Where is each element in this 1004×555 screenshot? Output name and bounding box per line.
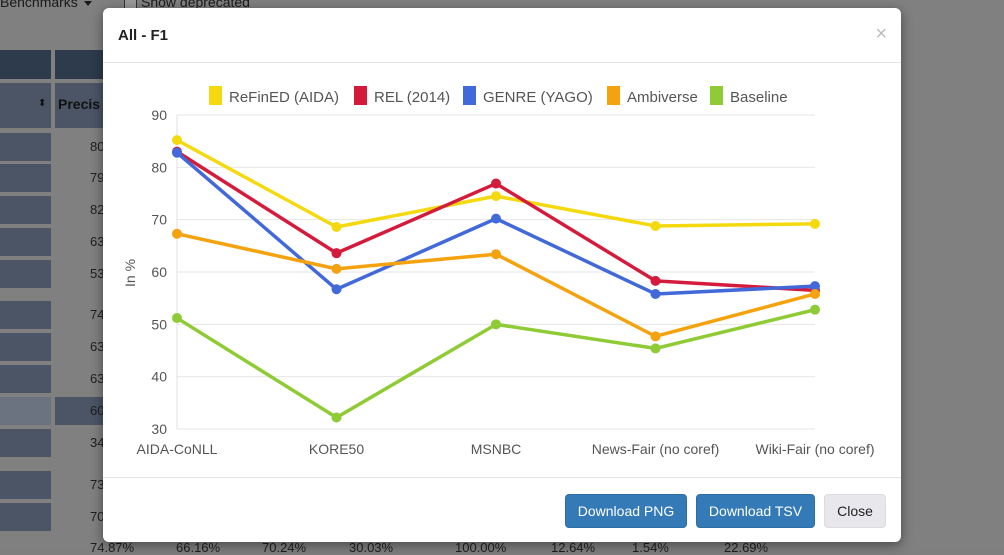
table-cell-value: 74.87%: [90, 540, 135, 555]
table-header-cell: [0, 50, 51, 79]
table-row-cell: [0, 429, 51, 457]
y-tick-label: 40: [151, 369, 167, 385]
table-cell-value: 1.54%: [632, 540, 669, 555]
download-tsv-button[interactable]: Download TSV: [696, 494, 815, 528]
y-tick-label: 60: [151, 264, 167, 280]
y-tick-label: 50: [151, 316, 167, 332]
table-cell-value: 100.00%: [455, 540, 507, 555]
data-point: [172, 313, 182, 324]
table-row-cell: [0, 333, 51, 361]
data-point: [810, 288, 820, 299]
table-row-cell: [0, 365, 51, 393]
data-point: [491, 249, 501, 260]
modal-body: 30 40 50 60 70 80 90 AIDA-CoNLL KORE50 MSNBC News-…: [103, 63, 901, 477]
modal-footer: Download PNG Download TSV Close: [103, 477, 901, 542]
data-point: [331, 248, 342, 259]
precision-column-header: Precis: [58, 96, 101, 112]
data-point: [491, 319, 501, 330]
x-tick-label: MSNBC: [471, 441, 522, 457]
data-point: [491, 213, 501, 224]
table-cell-value: 70: [90, 509, 105, 524]
data-point: [172, 135, 182, 146]
data-point: [650, 288, 661, 299]
table-cell-value: 73: [90, 477, 105, 492]
table-header-cell[interactable]: [55, 83, 103, 128]
data-point: [331, 263, 342, 274]
download-png-button[interactable]: Download PNG: [565, 494, 687, 528]
data-point: [650, 331, 661, 342]
chevron-down-icon: [83, 0, 92, 6]
benchmarks-dropdown-label: Benchmarks: [0, 0, 78, 10]
modal-header: All - F1 ×: [103, 8, 901, 63]
table-cell-value: 12.64%: [551, 540, 596, 555]
data-point: [810, 304, 820, 315]
data-point: [491, 178, 501, 189]
legend-swatch: [607, 86, 620, 105]
table-cell-value: 34: [90, 435, 105, 450]
legend-swatch: [710, 86, 723, 105]
legend-entry: REL (2014): [374, 89, 450, 106]
table-row-cell: [0, 503, 51, 531]
chart-modal: All - F1 × 30 40 50 60 70 80 90 AIDA-CoNLL KORE5…: [103, 8, 901, 542]
data-point: [172, 228, 182, 239]
sort-icon[interactable]: ⬍: [38, 98, 47, 109]
table-cell-value: 53: [90, 266, 105, 281]
show-deprecated-label: Show deprecated: [141, 0, 250, 10]
x-tick-label: AIDA-CoNLL: [137, 441, 218, 457]
table-cell-value: 63: [90, 234, 105, 249]
table-row-cell: [0, 196, 51, 224]
legend-entry: Ambiverse: [627, 89, 698, 106]
table-cell-value: 79: [90, 170, 105, 185]
table-cell-value: 82: [90, 202, 105, 217]
data-point: [810, 281, 820, 292]
table-cell-value: 22.69%: [724, 540, 769, 555]
table-cell-value: 80: [90, 139, 105, 154]
modal-title: All - F1: [118, 27, 169, 44]
data-point: [172, 147, 182, 158]
table-row-cell: [0, 471, 51, 499]
legend-entry: GENRE (YAGO): [483, 89, 593, 106]
table-cell-value: 74: [90, 307, 105, 322]
table-header-cell: [55, 50, 103, 79]
y-axis-label: In %: [122, 259, 138, 287]
data-point: [331, 221, 342, 232]
table-row-cell: [0, 133, 51, 161]
legend-swatch: [354, 86, 367, 105]
table-row-cell: [0, 260, 51, 288]
data-point: [650, 275, 661, 286]
legend-entry: ReFinED (AIDA): [229, 89, 339, 106]
y-tick-label: 90: [151, 107, 167, 123]
table-row-cell: [0, 228, 51, 256]
table-cell-value: 30.03%: [349, 540, 394, 555]
table-cell-value: 70.24%: [262, 540, 307, 555]
table-cell-value: 60: [90, 403, 105, 418]
table-cell-value: 63: [90, 339, 105, 354]
y-tick-label: 30: [151, 421, 167, 437]
table-cell-value: 63: [90, 371, 105, 386]
table-cell-value: 66.16%: [176, 540, 221, 555]
data-point: [650, 220, 661, 231]
close-button[interactable]: Close: [824, 494, 886, 528]
line-chart: 30 40 50 60 70 80 90 AIDA-CoNLL KORE50 MSNBC News-…: [122, 86, 875, 457]
x-tick-label: Wiki-Fair (no coref): [755, 441, 874, 457]
table-row-cell: [0, 397, 51, 425]
x-tick-label: KORE50: [309, 441, 364, 457]
data-point: [650, 343, 661, 354]
legend-entry: Baseline: [730, 89, 788, 106]
y-tick-label: 70: [151, 212, 167, 228]
data-point: [331, 412, 342, 423]
x-tick-label: News-Fair (no coref): [592, 441, 720, 457]
table-row-cell: [0, 301, 51, 329]
close-icon[interactable]: ×: [875, 23, 887, 45]
table-row-cell: [0, 164, 51, 192]
table-header-cell[interactable]: [0, 83, 51, 128]
y-tick-label: 80: [151, 159, 167, 175]
data-point: [810, 218, 820, 229]
legend-swatch: [209, 86, 222, 105]
data-point: [331, 284, 342, 295]
table-row-cell: [55, 397, 103, 425]
data-point: [491, 191, 501, 202]
benchmarks-dropdown[interactable]: Benchmarks: [0, 0, 92, 10]
legend-swatch: [463, 86, 476, 105]
